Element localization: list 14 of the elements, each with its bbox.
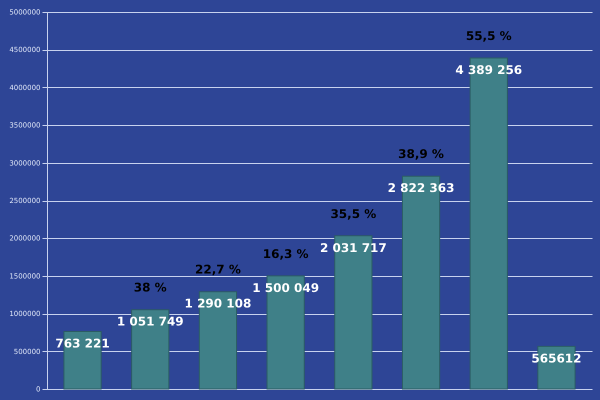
annotation: 38 % (134, 280, 167, 295)
data-label: 2 031 717 (320, 240, 387, 255)
annotation: 55,5 % (466, 29, 512, 44)
data-label: 4 389 256 (455, 63, 522, 78)
data-label: 565612 (531, 351, 582, 366)
annotation: 16,3 % (262, 246, 309, 261)
annotation: 35,5 % (330, 206, 376, 221)
annotation: 22,7 % (195, 262, 241, 277)
data-label: 1 290 108 (184, 296, 252, 311)
data-label: 2 822 363 (388, 181, 454, 196)
data-label: 763 221 (55, 336, 110, 350)
data-label: 1 051 749 (116, 314, 184, 329)
annotation: 38,9 % (398, 147, 444, 162)
data-label: 1 500 049 (252, 280, 320, 295)
